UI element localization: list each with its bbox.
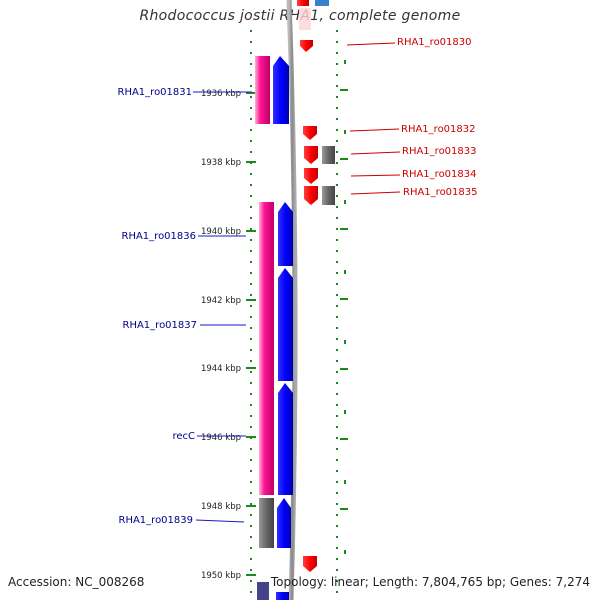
gene-label-ro01837[interactable]: RHA1_ro01837 <box>123 320 198 331</box>
kbp-label-1944: 1944 kbp <box>201 364 241 374</box>
left-leader-lines <box>193 91 252 523</box>
kbp-label-1946: 1946 kbp <box>201 433 241 443</box>
gene-label-ro01835[interactable]: RHA1_ro01835 <box>403 187 478 198</box>
cds-arrow-ro01839[interactable] <box>277 498 291 548</box>
cds-arrow-ro01830[interactable] <box>300 40 313 52</box>
cds-top-fade <box>299 8 311 30</box>
cds-arrow-recC[interactable] <box>278 383 293 495</box>
cds-block-ro01835-grey[interactable] <box>322 186 335 205</box>
gene-block-ro01831-pink[interactable] <box>255 56 270 124</box>
cds-arrow-bottom-red[interactable] <box>303 556 317 572</box>
cds-arrow-ro01837[interactable] <box>278 268 293 381</box>
cds-arrow-ro01836[interactable] <box>278 202 293 266</box>
cds-arrow-ro01834[interactable] <box>304 168 318 184</box>
gene-label-ro01833[interactable]: RHA1_ro01833 <box>402 146 477 157</box>
cds-arrow-ro01835[interactable] <box>304 186 318 205</box>
gene-label-ro01830[interactable]: RHA1_ro01830 <box>397 37 472 48</box>
gene-block-ro01839-grey[interactable] <box>259 498 274 548</box>
kbp-label-1938: 1938 kbp <box>201 158 241 168</box>
genome-stats-text: Topology: linear; Length: 7,804,765 bp; … <box>270 575 590 589</box>
cds-block-ro01833-grey[interactable] <box>322 146 335 164</box>
gene-label-ro01839[interactable]: RHA1_ro01839 <box>119 515 194 526</box>
gene-block-bottom-dark[interactable] <box>257 582 269 600</box>
gene-label-ro01832[interactable]: RHA1_ro01832 <box>401 124 476 135</box>
chromosome-backbone <box>286 0 298 600</box>
kbp-label-1948: 1948 kbp <box>201 502 241 512</box>
major-ticks <box>246 89 348 576</box>
cds-top-red[interactable] <box>297 0 309 6</box>
kbp-label-1940: 1940 kbp <box>201 227 241 237</box>
gene-label-ro01834[interactable]: RHA1_ro01834 <box>402 169 477 180</box>
cds-arrow-ro01832[interactable] <box>303 126 317 140</box>
cds-arrow-ro01833[interactable] <box>304 146 318 164</box>
cds-top-blue[interactable] <box>315 0 329 6</box>
cds-arrow-ro01831[interactable] <box>273 56 289 124</box>
kbp-label-1942: 1942 kbp <box>201 296 241 306</box>
gene-label-ro01831[interactable]: RHA1_ro01831 <box>118 87 193 98</box>
right-leader-lines <box>346 42 401 195</box>
accession-text: Accession: NC_008268 <box>8 575 145 589</box>
gene-block-ro01836-pink[interactable] <box>259 202 274 495</box>
kbp-label-1950: 1950 kbp <box>201 571 241 581</box>
cds-block-bottom-blue[interactable] <box>276 592 289 600</box>
kbp-label-1936: 1936 kbp <box>201 89 241 99</box>
gene-label-recC[interactable]: recC <box>172 431 195 442</box>
gene-label-ro01836[interactable]: RHA1_ro01836 <box>122 231 197 242</box>
